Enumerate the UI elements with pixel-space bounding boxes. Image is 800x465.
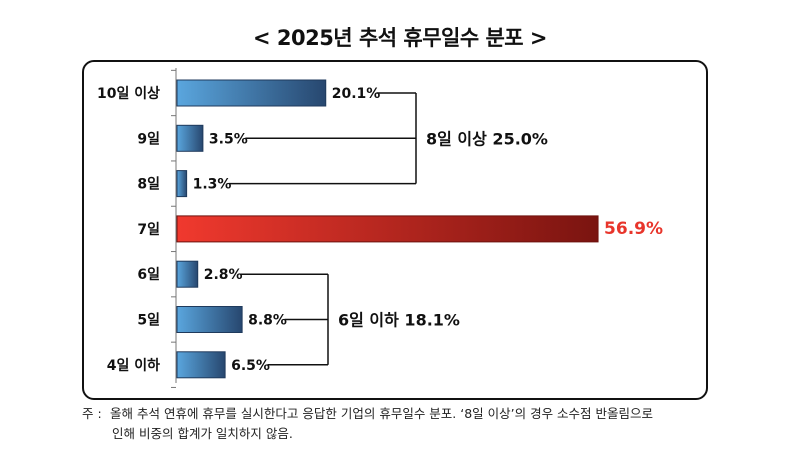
value-label: 8.8% [248, 313, 287, 329]
bar [176, 79, 327, 107]
footnote-mark: 주 : [82, 406, 102, 421]
bar [176, 215, 599, 243]
footnote-line-2: 인해 비중의 합계가 일치하지 않음. [112, 426, 293, 441]
value-label: 2.8% [204, 267, 243, 283]
bar [176, 306, 243, 333]
bar [176, 260, 199, 288]
value-label: 20.1% [332, 86, 381, 102]
category-label: 9일 [137, 131, 160, 147]
bar [176, 351, 226, 379]
group-label: 6일 이하 18.1% [338, 311, 460, 330]
chart-frame [82, 60, 708, 400]
value-label: 56.9% [604, 219, 663, 239]
bar [176, 124, 204, 152]
footnote-line-1: 올해 추석 연휴에 휴무를 실시한다고 응답한 기업의 휴무일수 분포. ‘8일… [110, 406, 654, 421]
category-label: 6일 [137, 267, 160, 283]
category-label: 8일 [137, 177, 160, 193]
value-label: 6.5% [231, 358, 270, 374]
category-label: 7일 [137, 222, 160, 238]
footnote: 주 : 올해 추석 연휴에 휴무를 실시한다고 응답한 기업의 휴무일수 분포. … [82, 404, 782, 444]
value-label: 1.3% [193, 177, 232, 193]
group-label: 8일 이상 25.0% [426, 129, 548, 148]
category-label: 5일 [137, 313, 160, 329]
category-label: 10일 이상 [97, 85, 160, 102]
value-label: 3.5% [209, 131, 248, 147]
chart-title: < 2025년 추석 휴무일수 분포 > [252, 26, 548, 50]
category-label: 4일 이하 [107, 357, 160, 374]
bar [176, 170, 188, 198]
